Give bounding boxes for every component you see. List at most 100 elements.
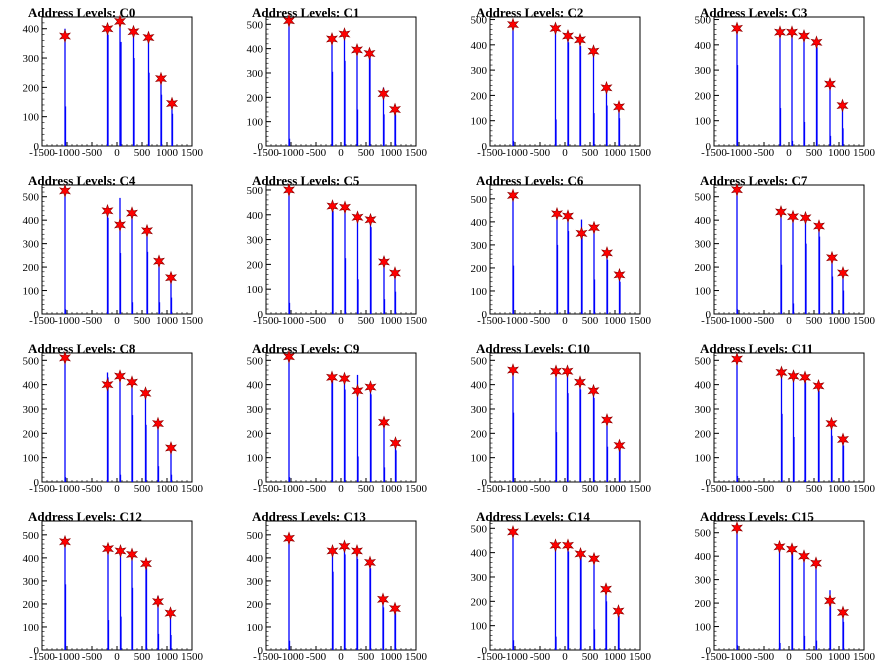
x-tick-label: -1500 — [253, 651, 279, 663]
panel-title: Address Levels: C2 — [476, 5, 584, 20]
y-tick-label: 300 — [247, 404, 264, 416]
histogram-plot: -1500 -1000 -500 0 500 1000 1500 0 100 200 300 400 5… — [695, 182, 876, 327]
peak-marker-star — [164, 606, 177, 621]
peak-marker-star — [377, 592, 389, 607]
panel-title: Address Levels: C0 — [28, 5, 136, 20]
x-tick-label: 1000 — [604, 483, 627, 495]
peak-marker-star — [155, 71, 167, 86]
x-tick-label: -1500 — [477, 315, 503, 327]
x-tick-label: -1000 — [502, 147, 528, 159]
histogram-plot: -1500 -1000 -500 0 500 1000 1500 0 100 200 300 400 5… — [471, 352, 652, 495]
peak-marker-star — [389, 436, 402, 450]
peak-marker-star — [283, 349, 295, 364]
x-tick-label: 1000 — [156, 483, 179, 495]
peak-marker-star — [126, 206, 138, 221]
peak-marker-star — [351, 383, 364, 398]
peak-marker-star — [126, 547, 138, 562]
panel-title: Address Levels: C14 — [476, 509, 590, 524]
peak-marker-star — [389, 601, 401, 616]
x-tick-label: 500 — [358, 315, 375, 327]
y-tick-label: 200 — [247, 92, 264, 104]
y-tick-label: 100 — [23, 112, 40, 124]
x-tick-label: -1000 — [726, 315, 752, 327]
histogram-panel-c2: Address Levels: C2 -1500 -1000 -500 0 500 1000… — [448, 0, 672, 168]
peak-marker-star — [825, 416, 838, 431]
x-tick-label: -1500 — [477, 651, 503, 663]
peak-marker-star — [549, 21, 562, 36]
peak-marker-star — [351, 210, 364, 225]
peak-marker-star — [774, 25, 786, 40]
x-tick-label: -500 — [306, 315, 327, 327]
x-tick-label: 1000 — [380, 315, 403, 327]
peak-marker-star — [351, 544, 363, 558]
peak-marker-star — [787, 209, 799, 224]
y-tick-label: 200 — [247, 259, 264, 271]
histogram-plot: -1500 -1000 -500 0 500 1000 1500 0 100 200 300 400 5… — [23, 183, 204, 327]
y-tick-label: 100 — [471, 116, 488, 128]
x-tick-label: -1500 — [477, 147, 503, 159]
y-tick-label: 0 — [706, 645, 712, 657]
x-tick-label: -1000 — [278, 651, 304, 663]
histogram-plot: -1500 -1000 -500 0 500 1000 1500 0 100 200 300 400 5… — [247, 183, 428, 327]
x-tick-label: 1000 — [828, 147, 851, 159]
peak-marker-star — [574, 375, 586, 390]
x-tick-label: 1000 — [604, 651, 627, 663]
x-tick-label: -500 — [530, 651, 551, 663]
y-tick-label: 200 — [23, 82, 40, 94]
peak-marker-star — [798, 29, 810, 43]
peak-marker-star — [378, 415, 390, 430]
y-tick-label: 500 — [471, 15, 488, 27]
panel-title: Address Levels: C6 — [476, 173, 584, 188]
y-tick-label: 400 — [23, 215, 40, 227]
peak-marker-star — [339, 200, 351, 215]
x-tick-label: 0 — [786, 315, 792, 327]
peak-marker-star — [59, 350, 71, 365]
panel-title: Address Levels: C7 — [700, 173, 808, 188]
y-tick-label: 300 — [23, 404, 40, 416]
x-tick-label: -500 — [306, 483, 327, 495]
x-tick-label: -1500 — [29, 315, 55, 327]
x-tick-label: 500 — [134, 147, 151, 159]
peak-marker-star — [59, 183, 71, 198]
x-tick-label: 500 — [134, 483, 151, 495]
y-tick-label: 100 — [695, 286, 712, 298]
x-tick-label: -1000 — [54, 147, 80, 159]
x-tick-label: -1500 — [477, 483, 503, 495]
y-tick-label: 200 — [471, 263, 488, 275]
peak-marker-star — [824, 77, 836, 91]
x-tick-label: 1500 — [405, 147, 428, 159]
y-tick-label: 100 — [247, 117, 264, 129]
peak-marker-star — [574, 32, 586, 47]
y-tick-label: 200 — [23, 599, 40, 611]
x-tick-label: 1500 — [405, 483, 428, 495]
peak-marker-star — [166, 96, 178, 111]
histogram-panel-c8: Address Levels: C8 -1500 -1000 -500 0 500 1000… — [0, 336, 224, 504]
y-tick-label: 300 — [695, 65, 712, 77]
x-tick-label: 1500 — [629, 483, 652, 495]
peak-marker-star — [799, 370, 811, 385]
x-tick-label: 1500 — [853, 315, 876, 327]
peak-marker-star — [114, 14, 126, 29]
panel-title: Address Levels: C12 — [28, 509, 142, 524]
x-tick-label: 1500 — [181, 483, 204, 495]
peak-marker-star — [813, 219, 825, 233]
y-tick-label: 200 — [471, 90, 488, 102]
y-tick-label: 400 — [247, 44, 264, 56]
peak-marker-star — [326, 544, 339, 558]
peak-marker-star — [775, 205, 787, 219]
x-tick-label: 0 — [338, 651, 344, 663]
histogram-plot: -1500 -1000 -500 0 500 1000 1500 0 100 200 300 400 5… — [247, 520, 428, 663]
peak-marker-star — [773, 539, 786, 554]
x-tick-label: 0 — [562, 651, 568, 663]
x-tick-label: 0 — [114, 651, 120, 663]
x-tick-label: -1500 — [253, 483, 279, 495]
peak-marker-star — [613, 267, 626, 282]
x-tick-label: 500 — [806, 651, 823, 663]
x-tick-label: -500 — [754, 315, 775, 327]
x-tick-label: -1000 — [502, 651, 528, 663]
x-tick-label: 500 — [582, 147, 599, 159]
peak-marker-star — [837, 432, 849, 447]
x-tick-label: 0 — [786, 651, 792, 663]
y-tick-label: 400 — [23, 380, 40, 392]
peak-marker-star — [102, 541, 114, 556]
